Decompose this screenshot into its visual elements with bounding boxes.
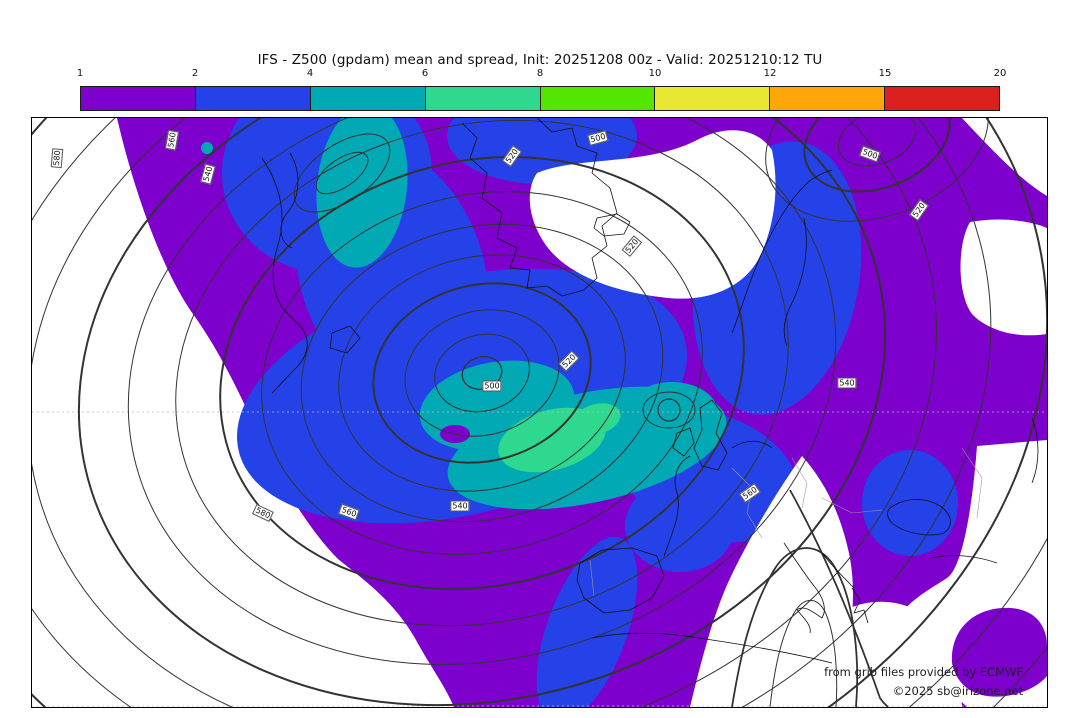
colorbar-segment	[310, 87, 426, 110]
colorbar-tick: 8	[536, 68, 544, 79]
coastlines	[261, 118, 1039, 664]
attribution: from grib files provided by ECMWF ©2025 …	[824, 663, 1023, 701]
spread-fill-teal	[201, 118, 727, 510]
colorbar-tick: 6	[421, 68, 429, 79]
colorbar-segment	[195, 87, 311, 110]
spread-fill-green	[498, 403, 621, 473]
colorbar-tick: 15	[878, 68, 892, 79]
gridlines	[32, 411, 1047, 707]
colorbar-segment	[885, 87, 999, 110]
colorbar-tick: 20	[993, 68, 1007, 79]
colorbar-bar	[80, 86, 1000, 111]
attribution-source: from grib files provided by ECMWF	[824, 665, 1023, 679]
colorbar: 1 2 4 6 8 10 12 15 20	[76, 68, 1007, 114]
chart-title: IFS - Z500 (gpdam) mean and spread, Init…	[257, 52, 823, 68]
attribution-copyright: ©2025 sb@irizone.net	[892, 684, 1023, 698]
colorbar-segment	[770, 87, 886, 110]
map-area: 580 560 540 520 500 520 520 500 540 560 580 560 540 5…	[31, 117, 1048, 708]
colorbar-segment	[81, 87, 196, 110]
colorbar-segment	[540, 87, 656, 110]
colorbar-tick: 4	[306, 68, 314, 79]
colorbar-tick: 2	[191, 68, 199, 79]
z500-contours	[32, 118, 1047, 707]
colorbar-segment	[655, 87, 771, 110]
colorbar-ticks: 1 2 4 6 8 10 12 15 20	[76, 68, 1007, 81]
colorbar-tick: 1	[76, 68, 84, 79]
colorbar-tick: 12	[763, 68, 777, 79]
weather-map-svg	[32, 118, 1047, 707]
colorbar-tick: 10	[648, 68, 662, 79]
colorbar-segment	[425, 87, 541, 110]
